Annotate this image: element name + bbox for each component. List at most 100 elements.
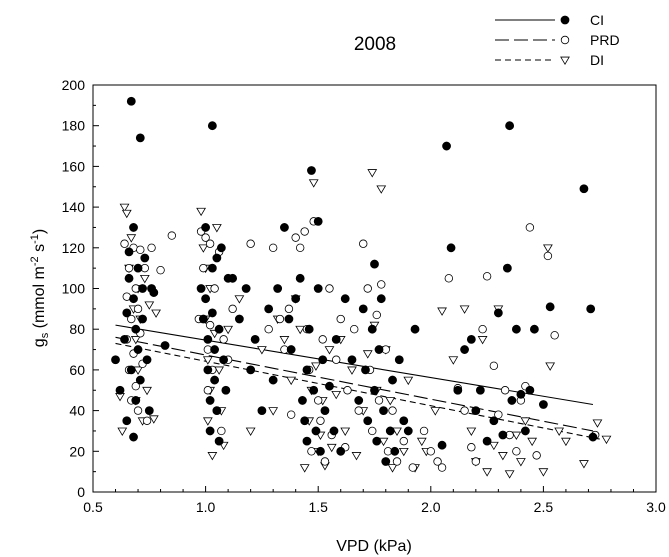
x-tick-label: 2.0 xyxy=(421,499,441,515)
point-prd xyxy=(467,443,476,452)
point-ci xyxy=(205,426,215,436)
point-ci xyxy=(207,121,217,131)
legend-marker-ci xyxy=(560,15,570,25)
point-di xyxy=(196,207,206,217)
point-ci xyxy=(325,381,334,391)
legend-marker-prd xyxy=(560,35,570,45)
point-ci xyxy=(340,294,350,304)
y-tick-label: 160 xyxy=(62,158,86,174)
point-prd xyxy=(426,447,435,456)
point-ci xyxy=(437,440,447,450)
regression-lines xyxy=(115,324,600,440)
point-di xyxy=(403,376,414,386)
point-prd xyxy=(300,227,309,236)
point-ci xyxy=(372,436,382,446)
point-di xyxy=(324,346,335,355)
point-prd xyxy=(307,447,316,456)
point-ci xyxy=(295,273,305,283)
point-di xyxy=(362,350,373,359)
point-ci xyxy=(207,263,217,273)
point-ci xyxy=(394,355,404,365)
point-ci xyxy=(160,341,170,350)
y-tick-label: 20 xyxy=(69,443,85,459)
x-tick-label: 0.5 xyxy=(83,499,103,515)
point-ci xyxy=(347,355,357,365)
point-ci xyxy=(246,365,256,375)
point-di xyxy=(286,376,297,386)
point-prd xyxy=(142,416,152,425)
point-ci xyxy=(298,396,307,405)
point-ci xyxy=(442,141,451,151)
point-ci xyxy=(525,385,535,395)
point-di xyxy=(392,427,402,436)
point-di xyxy=(308,179,319,188)
point-ci xyxy=(336,446,346,456)
point-di xyxy=(198,244,209,253)
point-prd xyxy=(343,386,352,395)
point-ci xyxy=(460,345,469,354)
point-di xyxy=(133,366,143,375)
point-prd xyxy=(374,396,384,405)
point-ci xyxy=(363,416,373,426)
legend-marker-di xyxy=(560,56,570,65)
y-tick-label: 60 xyxy=(69,362,85,378)
point-prd xyxy=(167,231,177,240)
point-di xyxy=(561,437,571,447)
point-ci xyxy=(219,355,229,365)
point-ci xyxy=(124,247,134,257)
point-ci xyxy=(516,389,526,399)
point-prd xyxy=(433,457,442,466)
point-ci xyxy=(241,284,251,293)
point-di xyxy=(554,427,565,436)
y-axis-title-units-post: ) xyxy=(31,229,48,234)
point-di xyxy=(257,346,267,355)
legend-label-prd: PRD xyxy=(590,32,620,48)
point-ci xyxy=(201,223,211,232)
point-ci xyxy=(111,355,120,365)
x-tick-label: 1.0 xyxy=(196,499,216,515)
point-ci xyxy=(138,314,147,324)
point-prd xyxy=(136,245,145,255)
point-ci xyxy=(399,416,409,426)
point-ci xyxy=(273,284,283,293)
point-ci xyxy=(302,436,312,446)
point-prd xyxy=(471,457,481,466)
point-prd xyxy=(210,284,219,293)
point-ci xyxy=(216,243,226,253)
point-di xyxy=(351,452,362,461)
point-di xyxy=(340,427,351,436)
point-di xyxy=(466,427,477,436)
point-di xyxy=(207,452,218,461)
point-di xyxy=(117,427,128,436)
point-di xyxy=(144,301,155,310)
point-prd xyxy=(120,239,129,248)
point-ci xyxy=(214,324,224,334)
point-ci xyxy=(138,284,147,293)
point-ci xyxy=(502,263,512,273)
point-prd xyxy=(444,274,454,283)
point-di xyxy=(477,336,488,345)
point-ci xyxy=(374,345,384,354)
point-prd xyxy=(550,331,559,340)
point-di xyxy=(202,417,213,426)
point-ci xyxy=(385,426,395,436)
point-di xyxy=(279,336,290,345)
point-ci xyxy=(124,273,134,283)
point-di xyxy=(311,362,321,371)
point-ci xyxy=(471,406,481,416)
point-ci xyxy=(210,375,220,385)
point-ci xyxy=(210,345,220,354)
point-ci xyxy=(361,365,370,375)
point-ci xyxy=(579,184,589,194)
point-ci xyxy=(135,375,145,385)
point-ci xyxy=(410,324,420,334)
point-prd xyxy=(354,406,363,415)
point-ci xyxy=(286,345,296,354)
point-ci xyxy=(529,324,539,334)
point-di xyxy=(538,468,549,477)
fit-line-ci xyxy=(115,324,594,406)
point-prd xyxy=(201,233,210,242)
point-ci xyxy=(268,375,278,385)
point-prd xyxy=(199,263,208,273)
point-prd xyxy=(388,406,397,415)
